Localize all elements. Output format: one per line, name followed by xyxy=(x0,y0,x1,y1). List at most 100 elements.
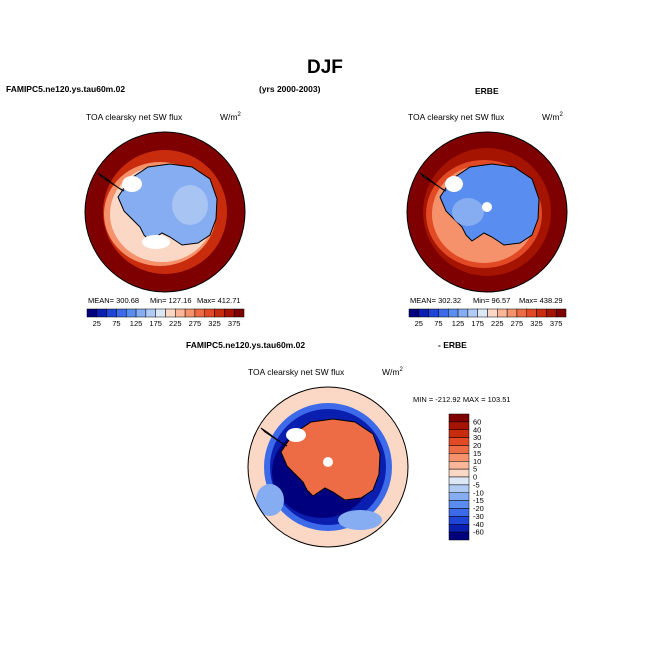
model-colorbar-swatch xyxy=(204,308,215,318)
model-colorbar-tick-label: 225 xyxy=(169,319,182,328)
diff-colorbar-swatch xyxy=(448,429,470,438)
diff-variable-label: TOA clearsky net SW flux xyxy=(248,367,345,377)
diff-colorbar-tick-label: -10 xyxy=(473,488,484,497)
diff-colorbar-swatch xyxy=(448,437,470,446)
obs-colorbar-swatch xyxy=(448,308,459,318)
obs-variable-label: TOA clearsky net SW flux xyxy=(408,112,505,122)
diff-colorbar-tick-label: 15 xyxy=(473,449,481,458)
model-min-label: Min= 127.16 xyxy=(150,296,192,305)
obs-colorbar-tick-label: 225 xyxy=(491,319,504,328)
model-polar-map xyxy=(85,132,245,292)
units-base: W/m xyxy=(542,111,560,122)
obs-units-label: W/m2 xyxy=(542,112,563,121)
model-colorbar-tick-label: 325 xyxy=(208,319,221,328)
obs-polar-map xyxy=(407,132,567,292)
page-title: DJF xyxy=(307,57,343,78)
units-exponent: 2 xyxy=(559,112,563,118)
units-exponent: 2 xyxy=(237,112,241,118)
obs-colorbar-swatch xyxy=(555,308,567,318)
obs-colorbar-swatch xyxy=(497,308,508,318)
model-variable-label: TOA clearsky net SW flux xyxy=(86,112,183,122)
obs-colorbar-tick-label: 75 xyxy=(434,319,442,328)
model-colorbar-swatch xyxy=(116,308,127,318)
model-map-border xyxy=(84,131,246,293)
model-colorbar-swatch xyxy=(175,308,186,318)
model-colorbar-swatch xyxy=(214,308,225,318)
diff-colorbar-swatch xyxy=(448,413,470,423)
obs-colorbar-tick-label: 325 xyxy=(530,319,543,328)
model-colorbar: 25 75 125 175 225 275 325 375 xyxy=(86,308,245,328)
diff-colorbar-tick-label: -40 xyxy=(473,520,484,529)
diff-colorbar-swatch xyxy=(448,531,470,541)
model-colorbar-swatch xyxy=(155,308,166,318)
diff-colorbar-swatch xyxy=(448,445,470,454)
model-colorbar-swatch xyxy=(86,308,98,318)
model-colorbar-tick-label: 75 xyxy=(112,319,120,328)
model-units-label: W/m2 xyxy=(220,112,241,121)
model-colorbar-swatch xyxy=(106,308,117,318)
units-base: W/m xyxy=(382,366,400,377)
obs-colorbar-swatch xyxy=(536,308,547,318)
diff-units-label: W/m2 xyxy=(382,367,403,376)
model-colorbar-tick-label: 125 xyxy=(130,319,143,328)
obs-colorbar-swatch xyxy=(438,308,449,318)
diff-colorbar-tick-label: 40 xyxy=(473,425,481,434)
diff-colorbar-swatch xyxy=(448,524,470,533)
model-colorbar-swatch xyxy=(165,308,176,318)
obs-colorbar-swatch xyxy=(506,308,518,318)
diff-map-border xyxy=(247,386,409,548)
obs-label: ERBE xyxy=(475,86,499,96)
diff-minmax-label: MIN = -212.92 MAX = 103.51 xyxy=(413,395,511,404)
obs-colorbar-swatch xyxy=(516,308,527,318)
diff-obs-label: - ERBE xyxy=(438,340,467,350)
obs-colorbar-swatch xyxy=(428,308,439,318)
model-colorbar-swatch xyxy=(194,308,205,318)
model-colorbar-tick-label: 175 xyxy=(149,319,162,328)
model-colorbar-swatch xyxy=(233,308,245,318)
diff-colorbar-swatch xyxy=(448,492,470,501)
obs-colorbar: 25 75 125 175 225 275 325 375 xyxy=(408,308,567,328)
diff-colorbar-swatch xyxy=(448,453,470,462)
model-colorbar-tick-label: 375 xyxy=(228,319,241,328)
model-max-label: Max= 412.71 xyxy=(197,296,241,305)
obs-colorbar-tick-label: 175 xyxy=(471,319,484,328)
obs-colorbar-swatch xyxy=(408,308,420,318)
obs-mean-label: MEAN= 302.32 xyxy=(410,296,462,305)
obs-colorbar-swatch xyxy=(467,308,478,318)
diff-colorbar-swatch xyxy=(448,484,470,493)
diff-colorbar-tick-label: 60 xyxy=(473,417,481,426)
diff-colorbar-tick-label: 0 xyxy=(473,473,477,482)
obs-colorbar-tick-label: 25 xyxy=(415,319,423,328)
diff-colorbar-swatch xyxy=(448,421,470,430)
obs-colorbar-swatch xyxy=(487,308,498,318)
obs-max-label: Max= 438.29 xyxy=(519,296,563,305)
obs-colorbar-swatch xyxy=(418,308,429,318)
model-colorbar-swatch xyxy=(135,308,147,318)
model-colorbar-tick-label: 25 xyxy=(93,319,101,328)
diff-colorbar-tick-label: 5 xyxy=(473,465,477,474)
diff-colorbar-swatch xyxy=(448,516,470,525)
obs-colorbar-tick-label: 375 xyxy=(550,319,563,328)
obs-colorbar-tick-label: 275 xyxy=(511,319,524,328)
obs-map-border xyxy=(406,131,568,293)
years-label: (yrs 2000-2003) xyxy=(259,84,321,94)
units-base: W/m xyxy=(220,111,238,122)
diff-colorbar-tick-label: -15 xyxy=(473,496,484,505)
model-colorbar-swatch xyxy=(145,308,156,318)
diff-colorbar-swatch xyxy=(448,461,470,470)
diff-colorbar-tick-label: 10 xyxy=(473,457,481,466)
diff-colorbar-tick-label: -30 xyxy=(473,512,484,521)
diff-colorbar-swatch xyxy=(448,476,470,486)
diff-colorbar-tick-label: -5 xyxy=(473,480,480,489)
diff-colorbar-swatch xyxy=(448,500,470,509)
obs-colorbar-tick-label: 125 xyxy=(452,319,465,328)
model-mean-label: MEAN= 300.68 xyxy=(88,296,140,305)
diff-colorbar-swatch xyxy=(448,468,470,478)
model-colorbar-tick-label: 275 xyxy=(189,319,202,328)
obs-min-label: Min= 96.57 xyxy=(473,296,511,305)
obs-colorbar-swatch xyxy=(526,308,537,318)
model-colorbar-swatch xyxy=(224,308,235,318)
diff-colorbar-tick-label: -20 xyxy=(473,504,484,513)
